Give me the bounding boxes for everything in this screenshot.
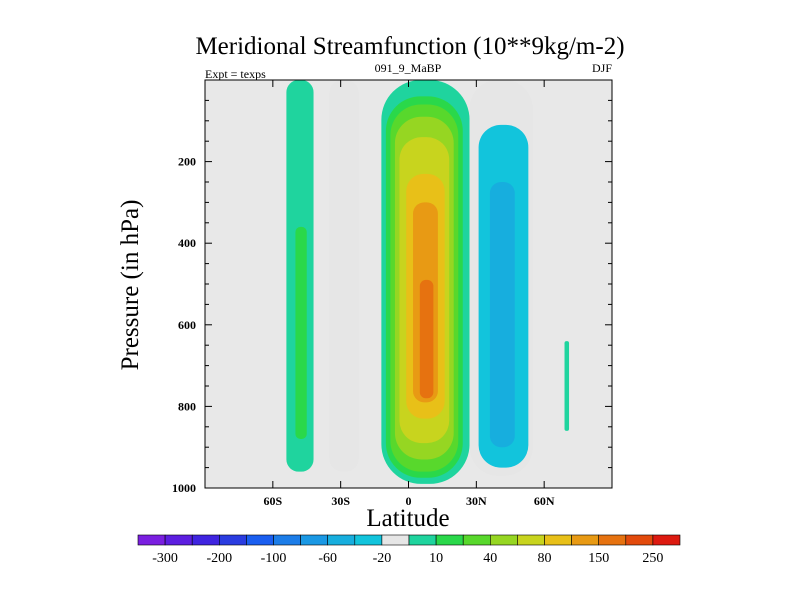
colorbar-swatch <box>164 534 193 546</box>
colorbar-swatch <box>273 534 301 546</box>
colorbar-swatch <box>435 534 464 546</box>
x-tick-label: 0 <box>406 494 412 508</box>
colorbar-swatch <box>381 534 410 546</box>
colorbar-swatch <box>462 534 491 546</box>
x-tick-label: 30N <box>466 494 487 508</box>
colorbar-label: 80 <box>538 551 552 566</box>
y-axis-title: Pressure (in hPa) <box>117 200 144 371</box>
nh-polar-cell-level-10 <box>564 341 570 431</box>
plot-area: 60S 30S 0 30N 60N 200 400 600 800 1000 <box>172 79 613 508</box>
colorbar-label: 250 <box>642 551 663 566</box>
colorbar-label: -100 <box>261 551 287 566</box>
axis-ticks: 60S 30S 0 30N 60N 200 400 600 800 1000 <box>172 79 612 508</box>
subtitle-case: 091_9_MaBP <box>375 61 442 75</box>
y-tick-label: 1000 <box>172 481 196 495</box>
colorbar-swatch <box>571 534 599 546</box>
y-tick-label: 400 <box>178 236 196 250</box>
hadley-cell-core-level-200 <box>419 279 434 399</box>
x-tick-label: 60S <box>263 494 282 508</box>
x-tick-label: 60N <box>534 494 555 508</box>
colorbar-swatch <box>246 534 274 546</box>
sh-outer-cell-core-level-20 <box>295 226 307 440</box>
colorbar-label: 40 <box>483 551 497 566</box>
colorbar-label: 10 <box>429 551 443 566</box>
colorbar-swatch <box>354 534 383 546</box>
contour-fills <box>286 80 570 484</box>
colorbar-swatch <box>191 534 220 546</box>
sh-ferrel-cell-level--10 <box>329 80 359 472</box>
subtitle-season: DJF <box>592 61 612 75</box>
colorbar-swatch <box>598 534 627 546</box>
chart-title: Meridional Streamfunction (10**9kg/m-2) <box>195 33 624 60</box>
colorbar-swatch <box>625 534 654 546</box>
colorbar: -300 -200 -100 -60 -20 10 40 80 150 250 <box>137 534 681 566</box>
colorbar-label: -200 <box>206 551 232 566</box>
colorbar-swatch <box>517 534 545 546</box>
colorbar-swatch <box>300 534 329 546</box>
colorbar-swatch <box>408 534 437 546</box>
colorbar-swatch <box>489 534 518 546</box>
x-axis-title: Latitude <box>366 505 449 532</box>
colorbar-label: -20 <box>373 551 392 566</box>
y-tick-label: 200 <box>178 155 196 169</box>
y-tick-label: 600 <box>178 318 196 332</box>
colorbar-label: 150 <box>588 551 609 566</box>
subtitle-experiment: Expt = texps <box>205 67 266 81</box>
colorbar-swatch <box>219 534 247 546</box>
colorbar-swatch <box>652 534 681 546</box>
nh-ferrel-cell-core-level--40 <box>489 182 515 448</box>
colorbar-label: -300 <box>152 551 178 566</box>
y-tick-label: 800 <box>178 399 196 413</box>
colorbar-swatch <box>327 534 356 546</box>
x-tick-label: 30S <box>331 494 350 508</box>
colorbar-swatch <box>137 534 166 546</box>
colorbar-swatch <box>544 534 572 546</box>
colorbar-label: -60 <box>318 551 337 566</box>
